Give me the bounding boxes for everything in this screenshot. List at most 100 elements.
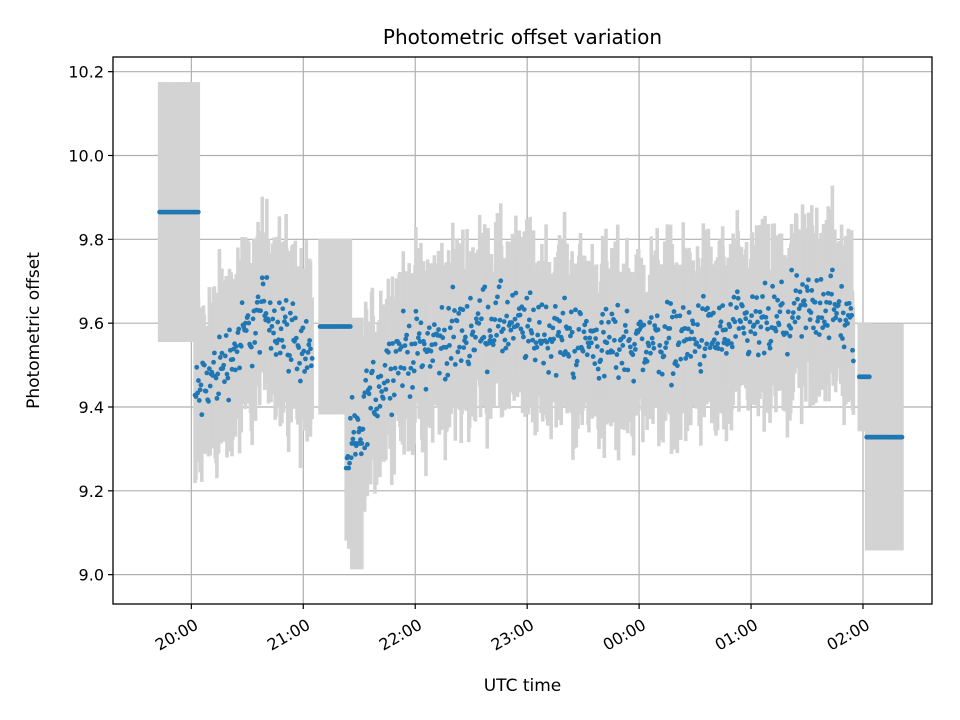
data-point xyxy=(850,358,856,364)
data-point xyxy=(373,397,379,403)
data-point xyxy=(823,308,829,314)
data-point xyxy=(747,319,753,325)
data-point xyxy=(250,316,256,322)
data-point xyxy=(790,310,796,316)
data-point xyxy=(678,356,684,362)
data-point xyxy=(767,345,773,351)
data-point xyxy=(201,362,207,368)
data-point xyxy=(491,338,497,343)
data-point xyxy=(448,356,454,361)
data-point xyxy=(829,267,835,273)
data-point xyxy=(646,343,652,349)
data-point xyxy=(677,313,683,319)
data-point xyxy=(785,309,791,315)
data-point xyxy=(793,288,799,294)
data-point xyxy=(390,341,395,346)
data-point xyxy=(755,352,761,358)
data-point xyxy=(451,334,457,340)
data-point xyxy=(667,326,673,331)
data-point xyxy=(377,403,383,409)
data-point xyxy=(445,372,451,378)
data-point xyxy=(196,378,201,383)
data-point xyxy=(734,289,740,295)
data-point xyxy=(584,352,590,358)
data-point xyxy=(500,348,505,354)
data-point xyxy=(606,334,612,340)
data-point xyxy=(807,317,813,323)
data-point xyxy=(536,319,542,325)
data-point xyxy=(534,344,540,350)
data-point xyxy=(304,365,310,371)
data-point xyxy=(370,359,376,365)
data-point xyxy=(779,279,784,285)
data-point xyxy=(828,273,834,279)
data-point xyxy=(620,343,626,348)
data-point xyxy=(375,413,380,419)
data-point xyxy=(689,329,695,335)
data-point xyxy=(599,320,604,325)
data-point xyxy=(699,338,705,343)
data-point xyxy=(569,329,575,335)
data-point xyxy=(346,465,352,471)
data-point xyxy=(688,354,694,359)
data-point xyxy=(258,308,263,314)
data-point xyxy=(197,387,203,393)
data-point xyxy=(834,310,839,316)
data-point xyxy=(248,344,254,350)
data-point xyxy=(606,319,611,325)
y-tick-label: 9.2 xyxy=(79,482,104,501)
data-point xyxy=(615,302,621,308)
data-point xyxy=(350,436,356,442)
data-point xyxy=(649,335,655,341)
data-point xyxy=(518,326,524,332)
data-point xyxy=(698,368,704,374)
data-point xyxy=(196,398,202,403)
y-tick-label: 10.0 xyxy=(68,147,104,166)
data-point xyxy=(468,323,474,329)
data-point xyxy=(797,289,803,295)
data-point xyxy=(788,325,794,331)
data-point xyxy=(463,340,469,346)
data-point xyxy=(494,332,499,338)
data-point xyxy=(736,326,742,331)
data-point xyxy=(431,322,437,328)
data-point xyxy=(835,302,841,308)
data-point xyxy=(400,383,405,389)
data-point xyxy=(492,317,498,322)
data-point xyxy=(308,363,314,369)
data-point xyxy=(389,412,395,418)
data-point xyxy=(802,302,808,308)
data-point xyxy=(621,334,627,340)
data-point xyxy=(447,343,452,348)
data-point xyxy=(461,345,467,351)
data-point xyxy=(800,282,805,287)
data-point xyxy=(533,340,539,346)
data-point xyxy=(307,338,313,343)
data-point xyxy=(806,277,811,283)
data-point xyxy=(223,333,229,338)
data-point xyxy=(550,325,556,331)
data-point xyxy=(763,314,769,320)
data-point xyxy=(293,335,299,341)
data-point xyxy=(253,330,258,336)
data-point xyxy=(866,374,872,380)
data-point xyxy=(404,332,410,338)
data-point xyxy=(413,308,419,314)
data-point xyxy=(744,338,750,343)
data-point xyxy=(821,291,826,297)
data-point xyxy=(818,276,824,282)
data-point xyxy=(623,329,629,334)
data-point xyxy=(659,371,665,377)
data-point xyxy=(385,349,391,355)
data-point xyxy=(580,348,586,354)
data-point xyxy=(219,350,225,356)
data-point xyxy=(711,337,717,343)
data-point xyxy=(405,371,411,377)
data-point xyxy=(203,388,209,394)
data-point xyxy=(300,325,306,331)
data-point xyxy=(697,361,703,367)
data-point xyxy=(791,300,797,306)
data-point xyxy=(666,335,672,341)
data-point xyxy=(548,354,554,359)
data-point xyxy=(841,344,847,350)
